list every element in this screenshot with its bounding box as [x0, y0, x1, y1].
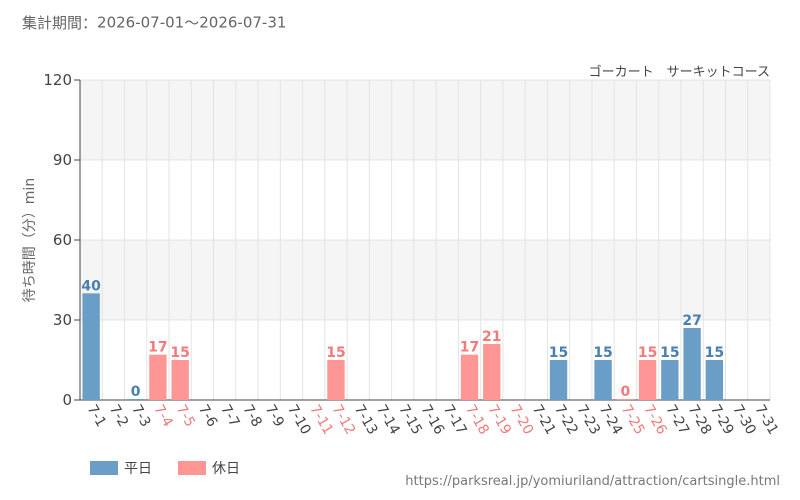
legend-weekday-swatch	[90, 461, 118, 475]
bar-value-label: 15	[170, 345, 189, 361]
y-tick-label: 30	[53, 311, 72, 329]
bar-value-label: 17	[460, 340, 479, 356]
plot-band	[80, 80, 770, 160]
attraction-name: ゴーカート サーキットコース	[588, 65, 770, 80]
legend-weekday-label: 平日	[124, 461, 152, 477]
source-url: https://parksreal.jp/yomiuriland/attract…	[405, 474, 780, 489]
period-title: 集計期間	[22, 14, 83, 32]
x-tick-label: 7-7	[217, 402, 242, 430]
bar-weekday	[549, 360, 568, 400]
bar-holiday	[616, 399, 635, 400]
x-tick-label: 7-1	[84, 402, 109, 430]
bar-value-label: 15	[660, 345, 679, 361]
x-tick-label: 7-8	[239, 402, 264, 430]
legend-holiday: 休日	[178, 458, 240, 478]
plot-band	[80, 240, 770, 320]
bar-value-label: 15	[638, 345, 657, 361]
bar-value-label: 0	[131, 384, 141, 400]
legend: 平日 休日	[90, 458, 240, 478]
y-tick-label: 0	[62, 391, 72, 409]
legend-holiday-label: 休日	[212, 461, 240, 477]
bar-value-label: 0	[620, 384, 630, 400]
bar-holiday	[483, 344, 501, 400]
bar-value-label: 27	[682, 313, 701, 329]
bar-value-label: 15	[705, 345, 724, 361]
period-label: 集計期間：2026-07-01～2026-07-31	[22, 12, 286, 33]
period-start: 2026-07-01	[97, 13, 185, 32]
legend-weekday: 平日	[90, 458, 152, 478]
period-separator: ：	[82, 14, 98, 32]
x-tick-label: 7-6	[195, 402, 220, 430]
bar-weekday	[683, 328, 701, 400]
bar-value-label: 40	[81, 278, 101, 294]
x-tick-label: 7-5	[173, 402, 198, 430]
bar-weekday	[705, 360, 724, 400]
bar-holiday	[149, 354, 167, 400]
bar-holiday	[638, 360, 657, 400]
bar-value-label: 21	[482, 329, 501, 345]
x-tick-label: 7-2	[106, 402, 131, 430]
bar-value-label: 15	[549, 345, 568, 361]
bar-value-label: 17	[148, 340, 167, 356]
y-axis-label: 待ち時間（分）min	[22, 178, 38, 302]
y-tick-label: 90	[53, 151, 72, 169]
x-tick-label: 7-9	[262, 402, 287, 430]
bar-weekday	[82, 293, 100, 400]
y-tick-label: 120	[43, 71, 72, 89]
bar-holiday	[460, 354, 479, 400]
x-tick-label: 7-31	[751, 402, 781, 438]
bar-holiday	[171, 360, 189, 400]
x-tick-label: 7-4	[150, 402, 175, 430]
period-end: 2026-07-31	[199, 13, 287, 32]
bar-holiday	[327, 360, 345, 400]
legend-holiday-swatch	[178, 461, 206, 475]
period-range-separator: ～	[184, 14, 200, 32]
bar-value-label: 15	[593, 345, 612, 361]
x-tick-label: 7-3	[128, 402, 153, 430]
bar-value-label: 15	[326, 345, 345, 361]
bar-weekday	[594, 360, 612, 400]
bar-weekday	[126, 399, 145, 400]
y-tick-label: 60	[53, 231, 72, 249]
bar-weekday	[661, 360, 679, 400]
